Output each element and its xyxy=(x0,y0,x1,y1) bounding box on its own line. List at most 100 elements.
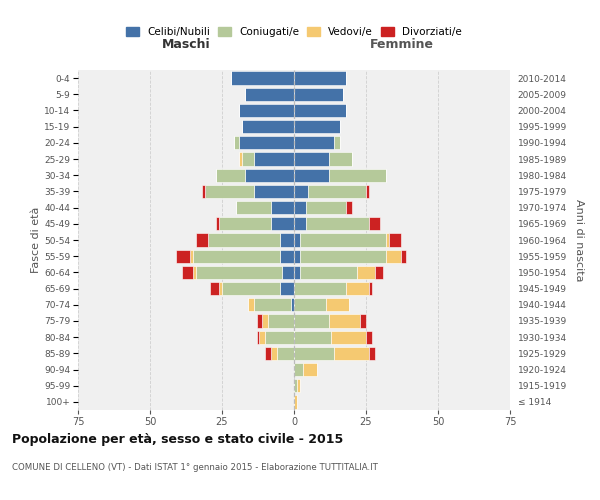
Bar xyxy=(300,234,386,246)
Bar xyxy=(294,266,300,279)
Bar xyxy=(294,234,300,246)
Bar xyxy=(294,152,329,166)
Bar xyxy=(294,185,308,198)
Bar xyxy=(268,314,294,328)
Bar xyxy=(294,201,305,214)
Text: Femmine: Femmine xyxy=(370,38,434,52)
Bar xyxy=(202,185,205,198)
Bar xyxy=(216,168,245,182)
Bar xyxy=(305,201,346,214)
Bar xyxy=(196,266,283,279)
Bar xyxy=(193,250,280,263)
Bar xyxy=(294,120,340,134)
Bar xyxy=(329,314,360,328)
Bar xyxy=(326,298,349,312)
Bar xyxy=(369,346,374,360)
Bar xyxy=(211,282,219,295)
Bar xyxy=(294,217,305,230)
Bar xyxy=(300,266,358,279)
Bar xyxy=(265,346,271,360)
Bar xyxy=(360,314,366,328)
Bar xyxy=(254,298,291,312)
Bar xyxy=(374,266,383,279)
Bar xyxy=(283,266,294,279)
Bar xyxy=(334,136,340,149)
Bar xyxy=(346,282,369,295)
Bar xyxy=(308,185,366,198)
Bar xyxy=(176,250,190,263)
Bar xyxy=(294,379,297,392)
Text: Popolazione per età, sesso e stato civile - 2015: Popolazione per età, sesso e stato civil… xyxy=(12,432,343,446)
Bar xyxy=(294,396,297,408)
Bar xyxy=(257,314,262,328)
Bar xyxy=(291,298,294,312)
Bar xyxy=(239,136,294,149)
Bar xyxy=(386,234,389,246)
Bar xyxy=(257,330,259,344)
Bar xyxy=(239,152,242,166)
Bar xyxy=(254,185,294,198)
Bar xyxy=(259,330,265,344)
Bar xyxy=(271,346,277,360)
Bar xyxy=(329,168,386,182)
Bar xyxy=(236,201,271,214)
Bar xyxy=(294,346,334,360)
Bar xyxy=(331,330,366,344)
Bar xyxy=(389,234,401,246)
Bar xyxy=(205,185,254,198)
Bar xyxy=(294,104,346,117)
Bar xyxy=(294,136,334,149)
Bar xyxy=(222,282,280,295)
Bar xyxy=(216,217,219,230)
Bar xyxy=(280,282,294,295)
Bar xyxy=(297,379,300,392)
Bar xyxy=(346,201,352,214)
Bar xyxy=(190,250,193,263)
Bar xyxy=(294,88,343,101)
Bar xyxy=(196,234,208,246)
Bar xyxy=(294,282,346,295)
Bar xyxy=(277,346,294,360)
Bar xyxy=(294,250,300,263)
Bar xyxy=(219,282,222,295)
Bar xyxy=(294,168,329,182)
Bar xyxy=(193,266,196,279)
Bar xyxy=(386,250,401,263)
Bar xyxy=(305,217,369,230)
Bar xyxy=(369,217,380,230)
Text: Maschi: Maschi xyxy=(161,38,211,52)
Bar xyxy=(254,152,294,166)
Bar xyxy=(294,314,329,328)
Bar xyxy=(366,185,369,198)
Bar xyxy=(245,88,294,101)
Bar xyxy=(219,217,271,230)
Legend: Celibi/Nubili, Coniugati/e, Vedovi/e, Divorziati/e: Celibi/Nubili, Coniugati/e, Vedovi/e, Di… xyxy=(122,22,466,41)
Text: COMUNE DI CELLENO (VT) - Dati ISTAT 1° gennaio 2015 - Elaborazione TUTTITALIA.IT: COMUNE DI CELLENO (VT) - Dati ISTAT 1° g… xyxy=(12,462,378,471)
Bar xyxy=(401,250,406,263)
Bar xyxy=(271,217,294,230)
Bar xyxy=(280,234,294,246)
Bar xyxy=(280,250,294,263)
Bar xyxy=(245,168,294,182)
Bar xyxy=(294,363,302,376)
Bar xyxy=(248,298,254,312)
Bar xyxy=(294,298,326,312)
Y-axis label: Fasce di età: Fasce di età xyxy=(31,207,41,273)
Bar xyxy=(334,346,369,360)
Bar xyxy=(230,72,294,85)
Bar xyxy=(302,363,317,376)
Y-axis label: Anni di nascita: Anni di nascita xyxy=(574,198,584,281)
Bar xyxy=(262,314,268,328)
Bar xyxy=(242,152,254,166)
Bar xyxy=(182,266,193,279)
Bar xyxy=(369,282,372,295)
Bar xyxy=(358,266,374,279)
Bar xyxy=(329,152,352,166)
Bar xyxy=(242,120,294,134)
Bar xyxy=(366,330,372,344)
Bar xyxy=(300,250,386,263)
Bar xyxy=(239,104,294,117)
Bar xyxy=(233,136,239,149)
Bar xyxy=(271,201,294,214)
Bar xyxy=(294,330,331,344)
